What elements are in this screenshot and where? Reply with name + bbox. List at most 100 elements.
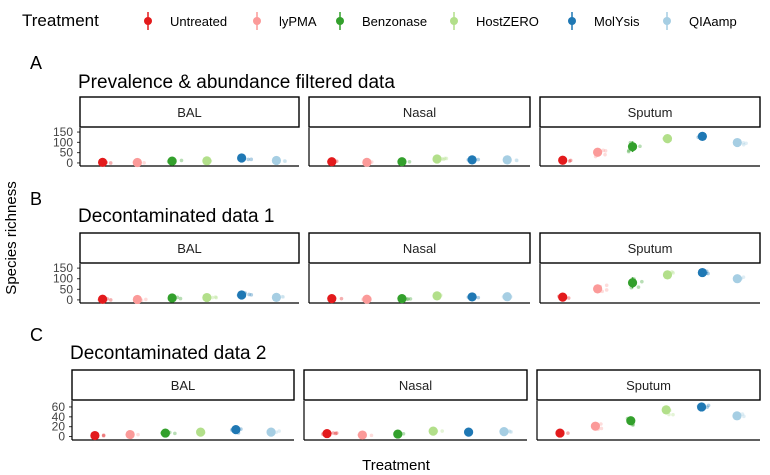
- raw-point: [281, 295, 285, 299]
- legend-key-dot: [663, 17, 671, 25]
- mean-point: [202, 156, 212, 166]
- raw-point: [280, 294, 285, 299]
- raw-point: [108, 298, 113, 302]
- raw-point: [741, 142, 746, 147]
- facet-strip-label: Nasal: [399, 378, 432, 393]
- mean-point: [662, 270, 673, 280]
- raw-point: [136, 432, 140, 437]
- mean-point: [393, 429, 403, 439]
- series-hostzero: [432, 291, 443, 301]
- facet-strip: [303, 369, 528, 401]
- series-untreated: [90, 430, 106, 441]
- raw-point: [334, 431, 339, 435]
- facet-strip: [308, 96, 531, 128]
- series-hostzero: [662, 134, 673, 144]
- raw-point: [178, 296, 183, 301]
- series-untreated: [557, 292, 571, 302]
- raw-point: [514, 158, 519, 163]
- mean-point: [558, 292, 568, 302]
- raw-point: [142, 161, 146, 165]
- mean-point: [432, 154, 442, 164]
- mean-point: [132, 294, 142, 305]
- facet-nasal: Nasal: [308, 232, 531, 304]
- raw-point: [444, 156, 449, 161]
- raw-point: [741, 275, 746, 279]
- mean-point: [593, 284, 603, 294]
- raw-point: [599, 422, 603, 426]
- mean-point: [558, 155, 568, 165]
- raw-point: [601, 148, 605, 153]
- series-lypma: [132, 157, 146, 168]
- raw-point: [101, 433, 106, 437]
- raw-point: [604, 288, 609, 292]
- raw-point: [369, 433, 374, 438]
- facet-bal: BAL: [79, 232, 300, 305]
- raw-point: [331, 431, 336, 435]
- series-lypma: [361, 294, 372, 304]
- raw-point: [636, 285, 641, 289]
- raw-point: [210, 295, 215, 300]
- raw-point: [515, 158, 519, 163]
- series-hostzero: [661, 405, 675, 417]
- facet-bal: BAL: [79, 96, 300, 168]
- facet-strip-label: Sputum: [628, 241, 673, 256]
- mean-point: [202, 292, 212, 303]
- legend-label-qiaamp: QIAamp: [689, 14, 737, 29]
- legend-key-dot: [568, 17, 576, 25]
- series-hostzero: [432, 154, 449, 164]
- series-qiaamp: [501, 292, 513, 302]
- mean-point: [362, 294, 372, 304]
- mean-point: [626, 416, 636, 426]
- mean-point: [132, 157, 142, 168]
- series-untreated: [555, 428, 570, 438]
- legend-item-hostzero: HostZERO: [450, 12, 539, 30]
- raw-point: [476, 295, 481, 300]
- series-untreated: [558, 155, 573, 165]
- series-benzonase: [625, 416, 636, 427]
- series-untreated: [97, 157, 113, 167]
- mean-point: [271, 155, 282, 166]
- series-molysis: [466, 155, 481, 165]
- series-qiaamp: [502, 155, 519, 165]
- raw-point: [742, 414, 746, 419]
- raw-point: [407, 160, 412, 164]
- raw-point: [401, 431, 406, 436]
- mean-point: [231, 425, 241, 435]
- facet-strip-label: Nasal: [403, 105, 436, 120]
- raw-point: [283, 159, 287, 164]
- mean-point: [327, 294, 337, 304]
- series-lypma: [125, 429, 140, 440]
- legend-label-untreated: Untreated: [170, 14, 227, 29]
- legend-key-dot: [253, 17, 261, 25]
- mean-point: [167, 293, 177, 303]
- raw-point: [603, 148, 608, 153]
- raw-point: [441, 157, 446, 162]
- facet-sputum: Sputum: [539, 96, 761, 167]
- raw-point: [705, 405, 710, 409]
- series-benzonase: [397, 294, 413, 304]
- raw-point: [604, 283, 609, 288]
- series-lypma: [590, 421, 604, 431]
- facet-strip-label: Sputum: [626, 378, 671, 393]
- mean-point: [732, 411, 742, 421]
- mean-point: [97, 294, 108, 304]
- panel-c-letter: C: [30, 325, 43, 345]
- raw-point: [333, 431, 338, 436]
- raw-point: [249, 157, 254, 162]
- series-benzonase: [397, 157, 412, 167]
- mean-point: [322, 428, 332, 439]
- series-qiaamp: [732, 411, 746, 421]
- raw-point: [744, 141, 748, 146]
- mean-point: [593, 147, 603, 157]
- mean-point: [362, 157, 372, 167]
- raw-point: [408, 297, 413, 301]
- series-molysis: [466, 292, 481, 302]
- mean-point: [327, 157, 337, 167]
- legend-label-hostzero: HostZERO: [476, 14, 539, 29]
